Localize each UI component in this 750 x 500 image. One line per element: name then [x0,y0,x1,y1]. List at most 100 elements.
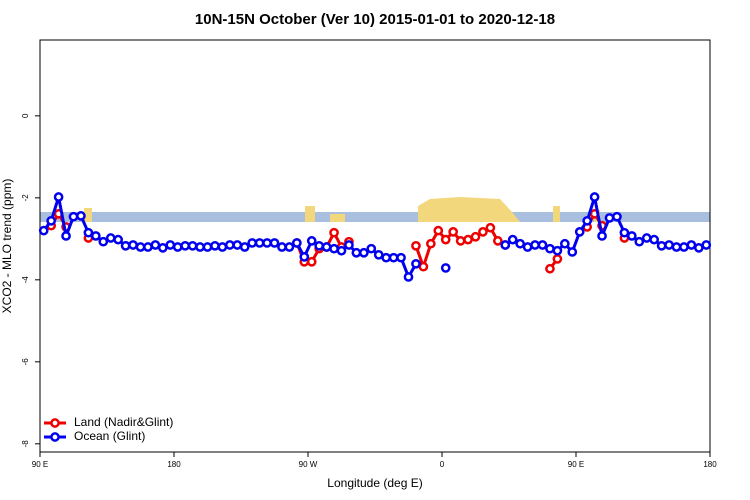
y-tick-label: -4 [21,276,30,284]
data-point [463,234,473,245]
data-point [172,242,183,252]
legend-label: Ocean (Glint) [74,429,145,443]
chart-title: 10N-15N October (Ver 10) 2015-01-01 to 2… [195,11,555,28]
data-point [545,263,555,274]
land-patch [305,206,315,222]
x-tick-label: 180 [703,460,717,469]
data-point [105,233,116,243]
data-point [552,254,563,264]
data-point [299,252,310,262]
data-point [306,256,317,267]
data-point [336,245,347,256]
x-tick-label: 0 [440,460,445,469]
data-point [686,240,697,250]
data-point [366,243,377,254]
data-point [157,242,168,253]
data-point [344,240,354,250]
series-line [42,195,707,279]
data-point [224,240,235,250]
data-point [619,227,630,238]
data-point [626,231,637,241]
data-point [671,242,682,252]
data-point [679,242,689,252]
data-point [545,243,555,254]
data-point [113,234,124,245]
data-point [254,238,265,248]
data-point [656,240,667,251]
data-point [388,252,399,263]
x-axis-label: Longitude (deg E) [327,476,422,490]
data-point [478,227,488,237]
data-point [425,238,436,249]
y-tick-label: -8 [21,440,30,448]
y-tick-label: -2 [21,194,30,202]
data-point [135,242,146,252]
data-point [210,240,220,251]
legend-label: Land (Nadir&Glint) [74,415,173,429]
data-point [83,227,94,238]
data-point [411,240,421,251]
data-point [500,240,511,250]
data-point [291,238,302,248]
land-strip [40,197,710,222]
land-patch [84,208,92,222]
x-tick-label: 90 E [568,460,584,469]
data-point [559,238,570,249]
data-point [649,234,660,245]
data-point [329,227,339,238]
data-point [507,234,518,245]
data-point [574,227,585,237]
data-point [321,242,332,252]
data-point [612,211,622,222]
data-point [440,263,451,273]
land-patch [553,206,560,222]
data-point [314,240,325,251]
data-point [485,222,496,233]
data-point [693,242,704,253]
land-patch [330,214,345,222]
x-tick-label: 90 W [299,460,318,469]
data-point [120,240,131,251]
data-point [440,234,451,245]
data-point [418,261,429,272]
data-point [165,240,176,250]
ocean-strip [40,212,710,222]
data-point [701,240,712,250]
data-point [150,240,161,250]
data-point [567,247,578,257]
data-point [634,236,645,247]
data-point [306,236,317,246]
data-point [217,242,228,252]
data-point [98,236,109,247]
data-point [358,247,369,258]
data-point [470,231,481,242]
data-point [269,238,280,248]
data-point [61,231,71,241]
data-point [373,249,384,260]
data-point [247,238,258,248]
data-point [381,252,392,263]
data-point [530,240,540,250]
data-point [76,211,86,221]
data-point [180,240,191,251]
data-point [143,242,153,252]
data-point [195,242,205,252]
data-point [351,247,362,258]
data-point [448,227,459,237]
data-point [90,231,101,241]
y-axis-label: XCO2 - MLO trend (ppm) [0,179,14,314]
data-point [232,240,243,250]
data-point [664,240,674,250]
data-point [433,225,444,236]
data-point [187,240,198,251]
data-point [396,252,406,263]
data-point [552,245,563,256]
data-point [277,242,287,252]
y-tick-label: 0 [21,113,30,118]
data-point [537,240,548,250]
data-point [46,215,57,226]
land-patch [418,197,520,222]
x-tick-label: 90 E [32,460,48,469]
